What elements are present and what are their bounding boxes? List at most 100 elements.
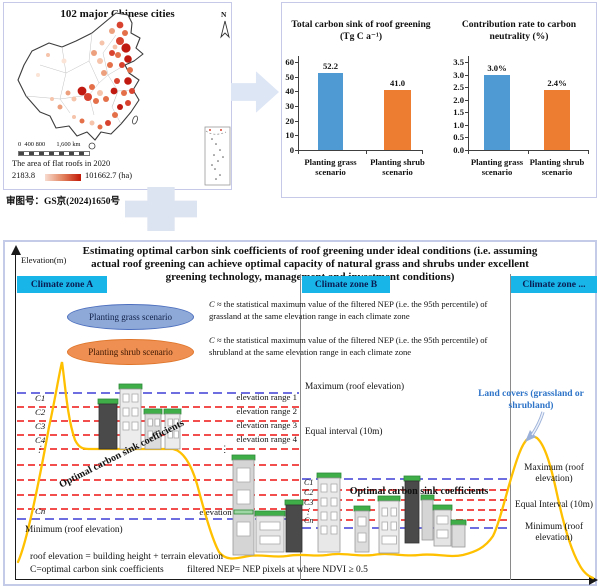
chart-bar: [318, 73, 343, 150]
y-tick: [465, 112, 468, 114]
diagram-panel: Estimating optimal carbon sink coefficie…: [3, 240, 598, 586]
zone-a-min-label: Minimum (roof elevation): [25, 525, 123, 535]
scale-bar: [18, 151, 90, 156]
climate-zone-etc-box: Climate zone ...: [511, 276, 597, 293]
category-label: Planting shrub scenario: [370, 157, 425, 177]
climate-zone-a-box: Climate zone A: [17, 276, 107, 293]
bar-value-label: 52.2: [322, 61, 339, 72]
legend-title: The area of flat roofs in 2020: [12, 159, 111, 168]
zone-b-c-label: C2: [304, 488, 314, 497]
y-tick: [295, 62, 298, 63]
map-panel: 102 major Chinese cities: [3, 2, 232, 190]
x-tick: [298, 150, 299, 154]
definition-text: ≈ the statistical maximum value of the f…: [209, 299, 488, 321]
y-tick-label: 2.5: [453, 82, 464, 93]
map-approval-number: 审图号：GS京(2024)1650号: [6, 197, 121, 207]
horizontal-axis: [15, 579, 589, 581]
flow-arrow-down-icon: [125, 187, 197, 231]
elevation-axis-arrowhead: [11, 245, 21, 255]
zone-a-c-label: C2: [35, 407, 46, 417]
zone-a-range-n-label: elevation range n: [199, 507, 260, 517]
chart-bar: [384, 89, 411, 150]
footnote-filtered-nep: filtered NEP= NEP pixels at where NDVI ≥…: [187, 565, 368, 575]
x-tick: [588, 150, 589, 154]
y-tick-label: 40: [285, 86, 294, 97]
zone-divider-ab: [300, 274, 301, 580]
bar-value-label: 3.0%: [487, 62, 507, 73]
compass-arrow: [220, 20, 230, 39]
legend-min-value: 2183.8: [12, 171, 36, 180]
y-tick: [295, 150, 298, 151]
zone-a-range-label: elevation range 1: [236, 392, 297, 402]
flow-arrow-right-icon: [231, 71, 279, 113]
zone-b-min-label: Minimum (roof elevation): [524, 522, 584, 543]
zone-b-c-label: C3: [304, 498, 314, 507]
y-tick: [295, 135, 298, 137]
climate-zone-b-box: Climate zone B: [302, 276, 390, 293]
terrain-curve: [16, 361, 595, 580]
zone-b-c-label: C1: [304, 478, 314, 487]
planting-grass-oval: Planting grass scenario: [67, 304, 194, 330]
bar-value-label: 41.0: [389, 77, 406, 88]
zone-a-range-label: elevation range 3: [236, 420, 297, 430]
chart-total-carbon-sink: Total carbon sink of roof greening (Tg C…: [282, 3, 440, 199]
y-tick-label: 1.0: [453, 119, 464, 130]
y-axis: [298, 56, 299, 150]
legend-max-value: 101662.7 (ha): [85, 171, 132, 180]
legend-gradient: [45, 174, 81, 181]
zone-a-range-label: elevation range 2: [236, 406, 297, 416]
bar-value-label: 2.4%: [547, 77, 567, 88]
y-tick: [465, 74, 468, 76]
zone-a-min-line: [17, 518, 299, 520]
chart-bar: [544, 89, 570, 150]
zone-b-max-label: Maximum (roof elevation): [524, 463, 584, 484]
south-china-sea-inset: [204, 126, 231, 186]
zone-a-interval-line: [17, 508, 299, 510]
elevation-axis: [15, 254, 17, 580]
y-tick: [295, 120, 298, 122]
x-tick: [366, 150, 367, 154]
city-areas: [36, 21, 135, 130]
category-label: Planting grass scenario: [470, 157, 524, 177]
planting-shrub-oval: Planting shrub scenario: [67, 339, 194, 365]
chart-title: Contribution rate to carbon neutrality (…: [461, 19, 577, 42]
y-tick: [295, 106, 298, 107]
x-tick: [468, 150, 469, 154]
x-tick: [528, 150, 529, 154]
charts-panel: Total carbon sink of roof greening (Tg C…: [281, 2, 597, 198]
y-tick-label: 0.0: [453, 145, 464, 155]
y-tick-label: 50: [285, 71, 294, 82]
y-tick-label: 10: [285, 130, 294, 141]
chart-bar: [484, 74, 510, 150]
y-tick: [465, 99, 468, 101]
y-tick-label: 3.0: [453, 69, 464, 80]
y-tick-label: 20: [285, 115, 294, 126]
zone-a-interval-line: [17, 406, 299, 408]
c-symbol: C: [209, 299, 215, 309]
y-axis: [468, 56, 469, 150]
diagram-title-line2: actual roof greening can achieve optimal…: [91, 258, 529, 270]
x-tick: [422, 150, 423, 154]
elevation-axis-label: Elevation(m): [21, 255, 67, 265]
taiwan-island: [132, 115, 138, 125]
land-covers-note: Land covers (grassland or shrubland): [478, 389, 584, 411]
chart-title: Total carbon sink of roof greening (Tg C…: [291, 19, 431, 42]
province-borders: [25, 32, 132, 125]
diagram-title-line1: Estimating optimal carbon sink coefficie…: [82, 245, 538, 257]
zone-a-buildings: [97, 383, 304, 556]
zone-b-c-label: Cn: [304, 516, 314, 525]
y-tick-label: 1.5: [453, 107, 464, 118]
zone-a-c-label: C1: [35, 393, 46, 403]
y-tick: [465, 62, 468, 63]
terrain-and-buildings: [16, 361, 595, 580]
horizontal-axis-arrowhead: [589, 575, 598, 585]
zone-a-max-label: Maximum (roof elevation): [305, 382, 405, 392]
zone-a-c-label: C3: [35, 421, 46, 431]
y-tick-label: 30: [285, 101, 294, 111]
zone-a-interval-line: [17, 479, 299, 481]
footnote-roof-elevation: roof elevation = building height + terra…: [30, 552, 224, 562]
zone-a-c-label: Cn: [35, 506, 46, 516]
zone-divider-bc: [510, 274, 511, 580]
y-tick-label: 2.0: [453, 94, 464, 105]
